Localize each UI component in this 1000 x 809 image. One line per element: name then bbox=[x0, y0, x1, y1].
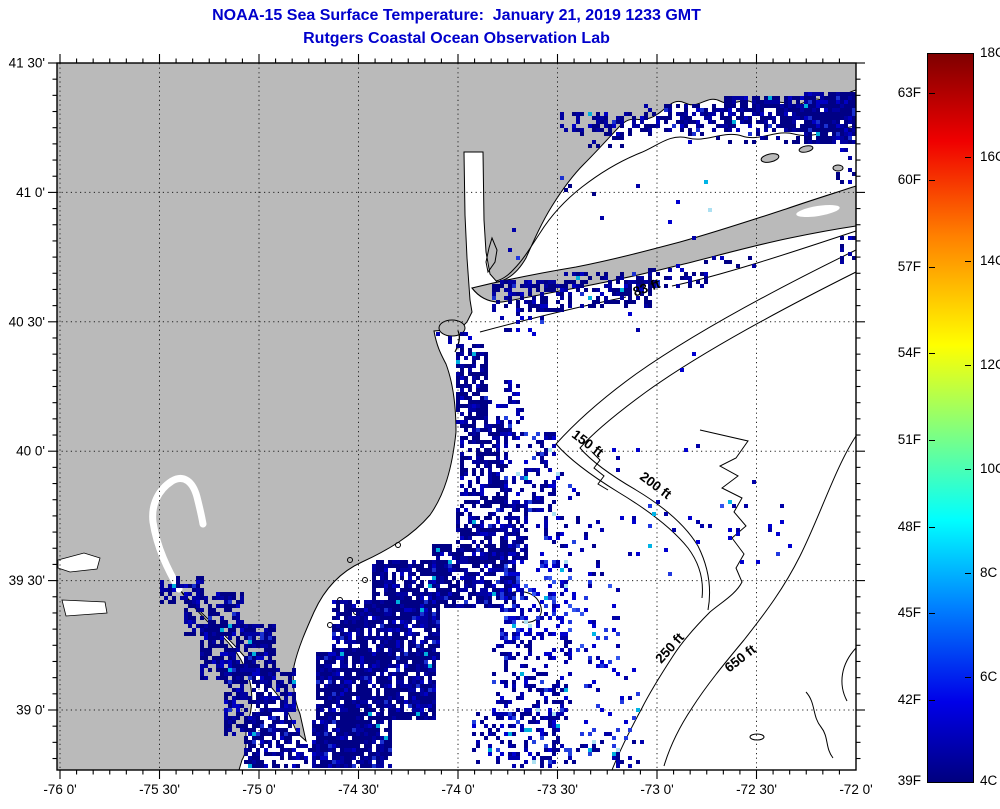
marsh-island bbox=[347, 557, 353, 563]
lon-tick-label: -73 0' bbox=[640, 782, 673, 797]
lat-tick-label: 39 0' bbox=[16, 703, 45, 718]
colorbar-tick bbox=[929, 180, 935, 181]
figure-title: NOAA-15 Sea Surface Temperature: January… bbox=[57, 4, 856, 50]
colorbar-fahrenheit-label: 42F bbox=[897, 692, 921, 708]
depth-contour bbox=[663, 435, 857, 767]
sandy-hook-spit bbox=[454, 330, 461, 353]
lon-tick-label: -75 30' bbox=[139, 782, 180, 797]
colorbar-tick bbox=[965, 261, 971, 262]
depth-contour-label: 150 ft bbox=[569, 427, 607, 461]
sound-island bbox=[760, 153, 780, 163]
title-line-2: Rutgers Coastal Ocean Observation Lab bbox=[303, 30, 610, 47]
marsh-island bbox=[327, 622, 333, 628]
colorbar-celsius-label: 10C bbox=[980, 461, 1000, 476]
colorbar-fahrenheit-label: 45F bbox=[897, 605, 921, 621]
colorbar-celsius-label: 12C bbox=[980, 357, 1000, 372]
colorbar bbox=[927, 53, 974, 783]
delaware-river bbox=[149, 474, 207, 593]
axis-layer: -76 0' -75 30' -75 0' -74 30' -74 0' -73 30' -… bbox=[9, 54, 873, 797]
manhattan-outline bbox=[485, 236, 498, 274]
lon-tick-label: -72 30' bbox=[736, 782, 777, 797]
colorbar-tick bbox=[929, 267, 935, 268]
sound-island bbox=[832, 164, 844, 172]
colorbar-fahrenheit-label: 63F bbox=[897, 85, 921, 101]
colorbar-celsius-label: 16C bbox=[980, 149, 1000, 164]
colorbar-fahrenheit-label: 51F bbox=[897, 432, 921, 448]
river-layer bbox=[57, 474, 207, 617]
marsh-island bbox=[362, 577, 368, 583]
ct-coastline bbox=[495, 125, 857, 282]
depth-contour bbox=[579, 271, 857, 611]
colorbar-fahrenheit-label: 39F bbox=[897, 773, 921, 788]
lat-tick-label: 39 30' bbox=[9, 573, 45, 588]
colorbar-celsius-label: 14C bbox=[980, 253, 1000, 268]
lon-tick-label: -74 30' bbox=[338, 782, 379, 797]
sst-data-layer bbox=[160, 92, 856, 768]
depth-contour bbox=[749, 733, 765, 741]
colorbar-gradient bbox=[928, 54, 973, 782]
colorbar-fahrenheit-label: 60F bbox=[897, 172, 921, 188]
colorbar-celsius-label: 18C bbox=[980, 45, 1000, 60]
depth-contour bbox=[611, 429, 749, 771]
depth-contour-label: 650 ft bbox=[722, 641, 759, 675]
lon-tick-label: -76 0' bbox=[43, 782, 76, 797]
colorbar-celsius-label: 6C bbox=[980, 669, 998, 684]
lat-tick-label: 40 0' bbox=[16, 444, 45, 459]
colorbar-tick bbox=[965, 573, 971, 574]
sst-pixels bbox=[500, 200, 792, 724]
colorbar-tick bbox=[929, 613, 935, 614]
chesapeake-headwater bbox=[61, 599, 108, 617]
colorbar-tick bbox=[929, 527, 935, 528]
colorbar-fahrenheit-label: 48F bbox=[897, 518, 921, 534]
depth-contour bbox=[841, 647, 857, 702]
colorbar-tick bbox=[965, 469, 971, 470]
title-line-1: NOAA-15 Sea Surface Temperature: January… bbox=[212, 7, 701, 24]
lon-tick-label: -73 30' bbox=[537, 782, 578, 797]
plot-frame bbox=[56, 62, 857, 771]
depth-contour bbox=[805, 691, 834, 759]
colorbar-tick bbox=[929, 93, 935, 94]
colorbar-tick bbox=[965, 157, 971, 158]
chesapeake-headwater bbox=[57, 552, 101, 573]
lat-tick-label: 41 0' bbox=[16, 185, 45, 200]
colorbar-tick bbox=[929, 700, 935, 701]
sst-pixels bbox=[436, 316, 644, 768]
marsh-island bbox=[395, 542, 401, 548]
sound-island bbox=[798, 145, 814, 153]
lat-tick-label: 41 30' bbox=[9, 56, 45, 71]
lat-tick-label: 40 30' bbox=[9, 314, 45, 329]
colorbar-celsius-label: 4C bbox=[980, 773, 998, 788]
peconic-bay bbox=[796, 204, 840, 218]
colorbar-fahrenheit-label: 57F bbox=[897, 258, 921, 274]
colorbar-tick bbox=[965, 365, 971, 366]
lon-tick-label: -75 0' bbox=[242, 782, 275, 797]
colorbar-fahrenheit-label: 54F bbox=[897, 345, 921, 361]
colorbar-tick bbox=[965, 677, 971, 678]
lon-tick-label: -74 0' bbox=[441, 782, 474, 797]
lon-tick-label: -72 0' bbox=[839, 782, 872, 797]
depth-contour bbox=[591, 451, 609, 491]
colorbar-tick bbox=[929, 440, 935, 441]
colorbar-tick bbox=[929, 353, 935, 354]
depth-contour-label: 200 ft bbox=[637, 469, 675, 503]
colorbar-celsius-label: 8C bbox=[980, 565, 998, 580]
depth-contour bbox=[555, 249, 857, 599]
